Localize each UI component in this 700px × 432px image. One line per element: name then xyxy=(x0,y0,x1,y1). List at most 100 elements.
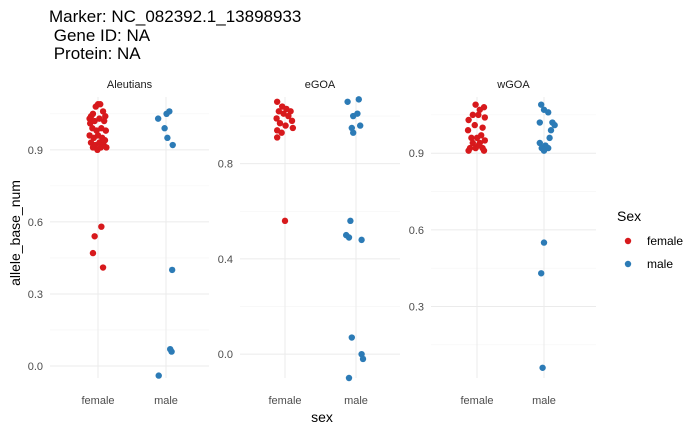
data-point xyxy=(273,115,280,122)
data-point xyxy=(468,134,475,142)
data-point xyxy=(469,139,476,147)
data-point xyxy=(276,119,284,127)
data-point xyxy=(99,108,107,115)
data-point xyxy=(345,374,353,382)
data-point xyxy=(287,108,294,115)
y-axis-title: allele_base_num xyxy=(7,180,23,286)
data-point xyxy=(359,355,367,363)
data-point xyxy=(480,104,488,111)
data-point xyxy=(344,98,351,105)
data-point xyxy=(97,144,105,151)
data-point xyxy=(98,223,105,230)
data-point xyxy=(102,127,110,134)
data-point xyxy=(278,129,285,136)
y-tick-label: 0.9 xyxy=(28,145,43,157)
data-point xyxy=(472,101,479,108)
data-point xyxy=(99,264,107,271)
y-tick-label: 0.4 xyxy=(218,254,233,266)
data-point xyxy=(103,144,110,151)
legend-key-male xyxy=(624,260,632,268)
data-point xyxy=(538,101,545,108)
data-point xyxy=(345,234,353,241)
data-point xyxy=(164,134,171,142)
data-point xyxy=(546,134,553,142)
y-tick-label: 0.0 xyxy=(28,361,43,373)
data-point xyxy=(479,124,486,131)
data-point xyxy=(93,127,100,134)
x-tick-label: male xyxy=(154,395,178,407)
y-tick-label: 0.8 xyxy=(218,159,233,171)
panel-egoa: 0.0 0.4 0.8 female male eGOA xyxy=(218,79,400,407)
y-tick-label: 0.6 xyxy=(409,225,424,237)
y-tick-label: 0.9 xyxy=(409,148,424,160)
data-point xyxy=(538,270,545,277)
data-point xyxy=(465,147,472,154)
data-point xyxy=(464,127,472,134)
data-point xyxy=(281,217,289,225)
data-point xyxy=(465,116,472,124)
legend-label-male: male xyxy=(647,257,673,271)
data-point xyxy=(475,142,482,149)
x-tick-label: male xyxy=(532,395,556,407)
data-point xyxy=(536,139,543,147)
legend-title: Sex xyxy=(617,208,641,224)
data-point xyxy=(100,117,108,125)
x-tick-label: female xyxy=(460,395,493,407)
title-line-3: Protein: NA xyxy=(49,44,141,63)
data-point xyxy=(102,113,109,120)
data-point xyxy=(354,110,361,117)
data-point xyxy=(91,233,98,240)
data-point xyxy=(89,110,97,118)
data-point xyxy=(547,127,555,134)
data-point xyxy=(161,125,168,132)
y-tick-label: 0.6 xyxy=(28,217,43,229)
data-point xyxy=(480,147,488,154)
data-point xyxy=(347,217,354,225)
data-point xyxy=(166,108,173,115)
data-point xyxy=(91,117,98,125)
y-tick-label: 0.0 xyxy=(218,349,233,361)
data-point xyxy=(357,122,364,129)
data-point xyxy=(288,117,296,125)
x-axis-title: sex xyxy=(311,409,333,425)
data-point xyxy=(540,147,548,154)
data-point xyxy=(96,115,103,122)
data-point xyxy=(275,108,283,115)
data-point xyxy=(169,141,176,149)
panel-aleutians: 0.0 0.3 0.6 0.9 female male Aleutians xyxy=(28,79,209,407)
panel-wgoa: 0.3 0.6 0.9 female male wGOA xyxy=(409,79,596,407)
legend-label-female: female xyxy=(647,234,683,248)
title-line-1: Marker: NC_082392.1_13898933 xyxy=(49,7,301,26)
data-point xyxy=(481,114,489,121)
data-point xyxy=(282,122,289,129)
data-point xyxy=(545,109,552,116)
facet-strip-label: eGOA xyxy=(305,79,336,91)
data-point xyxy=(273,134,281,141)
data-point xyxy=(289,124,297,132)
data-point xyxy=(273,98,281,105)
title-line-2: Gene ID: NA xyxy=(49,26,151,45)
y-tick-label: 0.3 xyxy=(409,301,424,313)
chart-title: Marker: NC_082392.1_13898933 Gene ID: NA… xyxy=(49,7,301,63)
data-point xyxy=(481,137,489,144)
data-point xyxy=(155,372,162,379)
data-point xyxy=(350,129,357,136)
x-tick-label: female xyxy=(81,395,114,407)
data-point xyxy=(471,121,478,129)
data-point xyxy=(469,111,476,119)
x-tick-label: male xyxy=(344,395,368,407)
legend: Sex female male xyxy=(617,208,683,271)
data-point xyxy=(358,236,365,244)
data-point xyxy=(168,266,176,274)
data-point xyxy=(475,111,482,119)
facet-strip-label: Aleutians xyxy=(107,79,153,91)
data-point xyxy=(348,334,355,341)
data-point xyxy=(539,364,546,371)
data-point xyxy=(101,137,109,144)
data-point xyxy=(536,119,543,126)
data-point xyxy=(551,121,558,129)
facet-panels: 0.0 0.3 0.6 0.9 female male Aleutians 0.0 0.4 0.8… xyxy=(28,79,596,407)
data-point xyxy=(285,112,292,120)
data-point xyxy=(540,239,548,246)
